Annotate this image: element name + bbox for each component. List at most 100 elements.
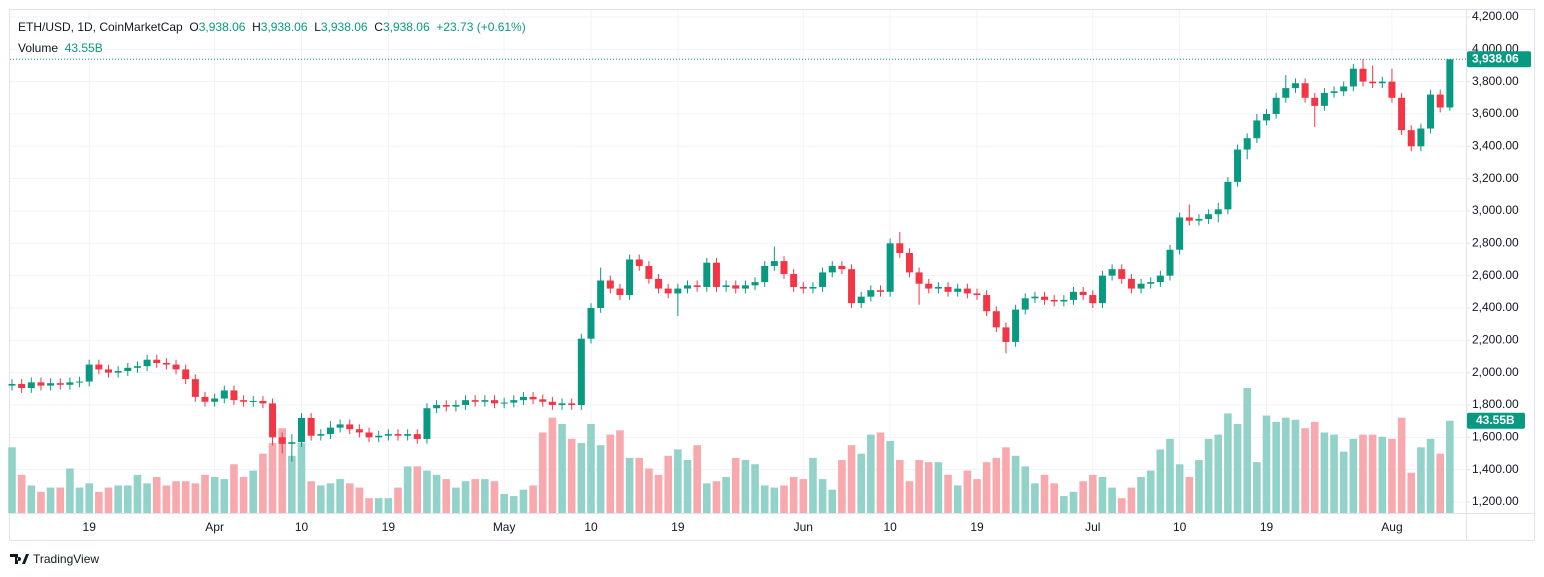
volume-bar bbox=[1156, 449, 1165, 513]
volume-bar bbox=[577, 443, 586, 513]
x-tick-label: 10 bbox=[295, 520, 309, 534]
candle-body bbox=[153, 359, 161, 363]
volume-value: 43.55B bbox=[64, 41, 103, 55]
candle-body bbox=[1436, 94, 1444, 108]
volume-bar bbox=[37, 491, 45, 513]
candle-body bbox=[307, 417, 315, 436]
volume-bar bbox=[1397, 417, 1406, 513]
volume-bar bbox=[124, 485, 132, 513]
candle-body bbox=[963, 288, 971, 294]
candle-body bbox=[1185, 217, 1193, 221]
volume-bar bbox=[1426, 438, 1435, 513]
candle-body bbox=[597, 280, 605, 308]
volume-bar bbox=[1146, 470, 1155, 513]
volume-badge: 43.55B bbox=[1476, 413, 1515, 427]
volume-bar bbox=[1195, 460, 1203, 513]
candle-body bbox=[905, 253, 913, 273]
volume-badge-bg bbox=[1467, 412, 1525, 429]
volume-bar bbox=[828, 489, 837, 513]
volume-bar bbox=[1301, 428, 1309, 513]
candle-body bbox=[626, 259, 634, 296]
volume-bar bbox=[934, 462, 943, 513]
volume-bar bbox=[1253, 462, 1261, 513]
candle-body bbox=[1147, 282, 1155, 284]
candle-body bbox=[1407, 130, 1415, 147]
candle-body bbox=[133, 366, 141, 368]
candle-body bbox=[85, 364, 93, 382]
volume-bar bbox=[1166, 438, 1174, 513]
volume-bar bbox=[924, 462, 933, 513]
candle-body bbox=[491, 400, 498, 404]
volume-bar bbox=[722, 476, 730, 513]
candle-body bbox=[404, 434, 412, 436]
volume-bar bbox=[799, 479, 808, 513]
volume-bar bbox=[278, 428, 286, 513]
candle-body bbox=[1398, 97, 1406, 131]
volume-bar bbox=[625, 457, 634, 513]
candle-body bbox=[558, 403, 566, 405]
volume-bar bbox=[259, 453, 267, 513]
volume-bar bbox=[27, 485, 36, 513]
y-tick-label: 3,600.00 bbox=[1472, 106, 1519, 120]
candle-body bbox=[867, 290, 875, 297]
candle-body bbox=[587, 307, 595, 339]
candle-body bbox=[577, 338, 585, 405]
candle-body bbox=[1427, 94, 1435, 129]
volume-bar bbox=[1388, 438, 1396, 513]
volume-bar bbox=[1282, 417, 1290, 513]
volume-bar bbox=[857, 453, 865, 513]
candle-body bbox=[1282, 88, 1290, 98]
x-tick-label: 10 bbox=[883, 520, 897, 534]
candle-body bbox=[481, 400, 489, 402]
volume-bar bbox=[133, 474, 142, 513]
volume-bar bbox=[1272, 421, 1280, 513]
volume-bar bbox=[374, 498, 383, 513]
candle-body bbox=[1301, 83, 1309, 98]
candle-body bbox=[1446, 59, 1454, 108]
volume-bar bbox=[780, 485, 788, 513]
candle-body bbox=[1205, 214, 1213, 220]
volume-bar bbox=[1262, 415, 1271, 513]
candle-body bbox=[76, 381, 84, 383]
volume-bar bbox=[645, 468, 653, 513]
candle-body bbox=[269, 403, 277, 438]
volume-bar bbox=[1089, 474, 1097, 513]
volume-bar bbox=[1368, 434, 1377, 513]
candle-body bbox=[1349, 68, 1357, 87]
candle-body bbox=[954, 288, 962, 292]
candle-body bbox=[664, 288, 672, 294]
volume-bar bbox=[1108, 487, 1116, 513]
ohlc-value: 3,938.06 bbox=[320, 20, 368, 34]
volume-bar bbox=[683, 460, 692, 513]
candle-body bbox=[95, 364, 103, 370]
volume-bar bbox=[220, 479, 229, 513]
candle-body bbox=[288, 442, 296, 444]
ohlc-key: H bbox=[252, 20, 261, 34]
volume-bar bbox=[1417, 447, 1425, 513]
candle-body bbox=[1060, 299, 1068, 302]
candle-body bbox=[1002, 327, 1010, 342]
volume-bar bbox=[403, 466, 412, 513]
candle-body bbox=[365, 432, 373, 438]
candle-body bbox=[770, 261, 778, 266]
volume-bar bbox=[384, 498, 393, 513]
candle-body bbox=[278, 437, 286, 444]
volume-bar bbox=[307, 481, 315, 513]
y-tick-label: 3,000.00 bbox=[1472, 203, 1519, 217]
volume-bar bbox=[654, 474, 663, 513]
volume-bar bbox=[674, 449, 682, 513]
candle-body bbox=[925, 283, 933, 289]
candle-body bbox=[1108, 269, 1116, 276]
volume-bar bbox=[326, 483, 335, 513]
candle-body bbox=[220, 390, 228, 399]
volume-bar bbox=[760, 485, 769, 513]
y-tick-label: 1,600.00 bbox=[1472, 430, 1519, 444]
candle-body bbox=[211, 398, 219, 402]
candle-body bbox=[317, 434, 325, 436]
volume-bar bbox=[847, 445, 856, 513]
volume-bar bbox=[838, 460, 846, 513]
candle-body bbox=[1272, 97, 1280, 114]
candle-body bbox=[1041, 296, 1049, 300]
volume-bar bbox=[635, 457, 644, 513]
volume-bar bbox=[567, 438, 576, 513]
